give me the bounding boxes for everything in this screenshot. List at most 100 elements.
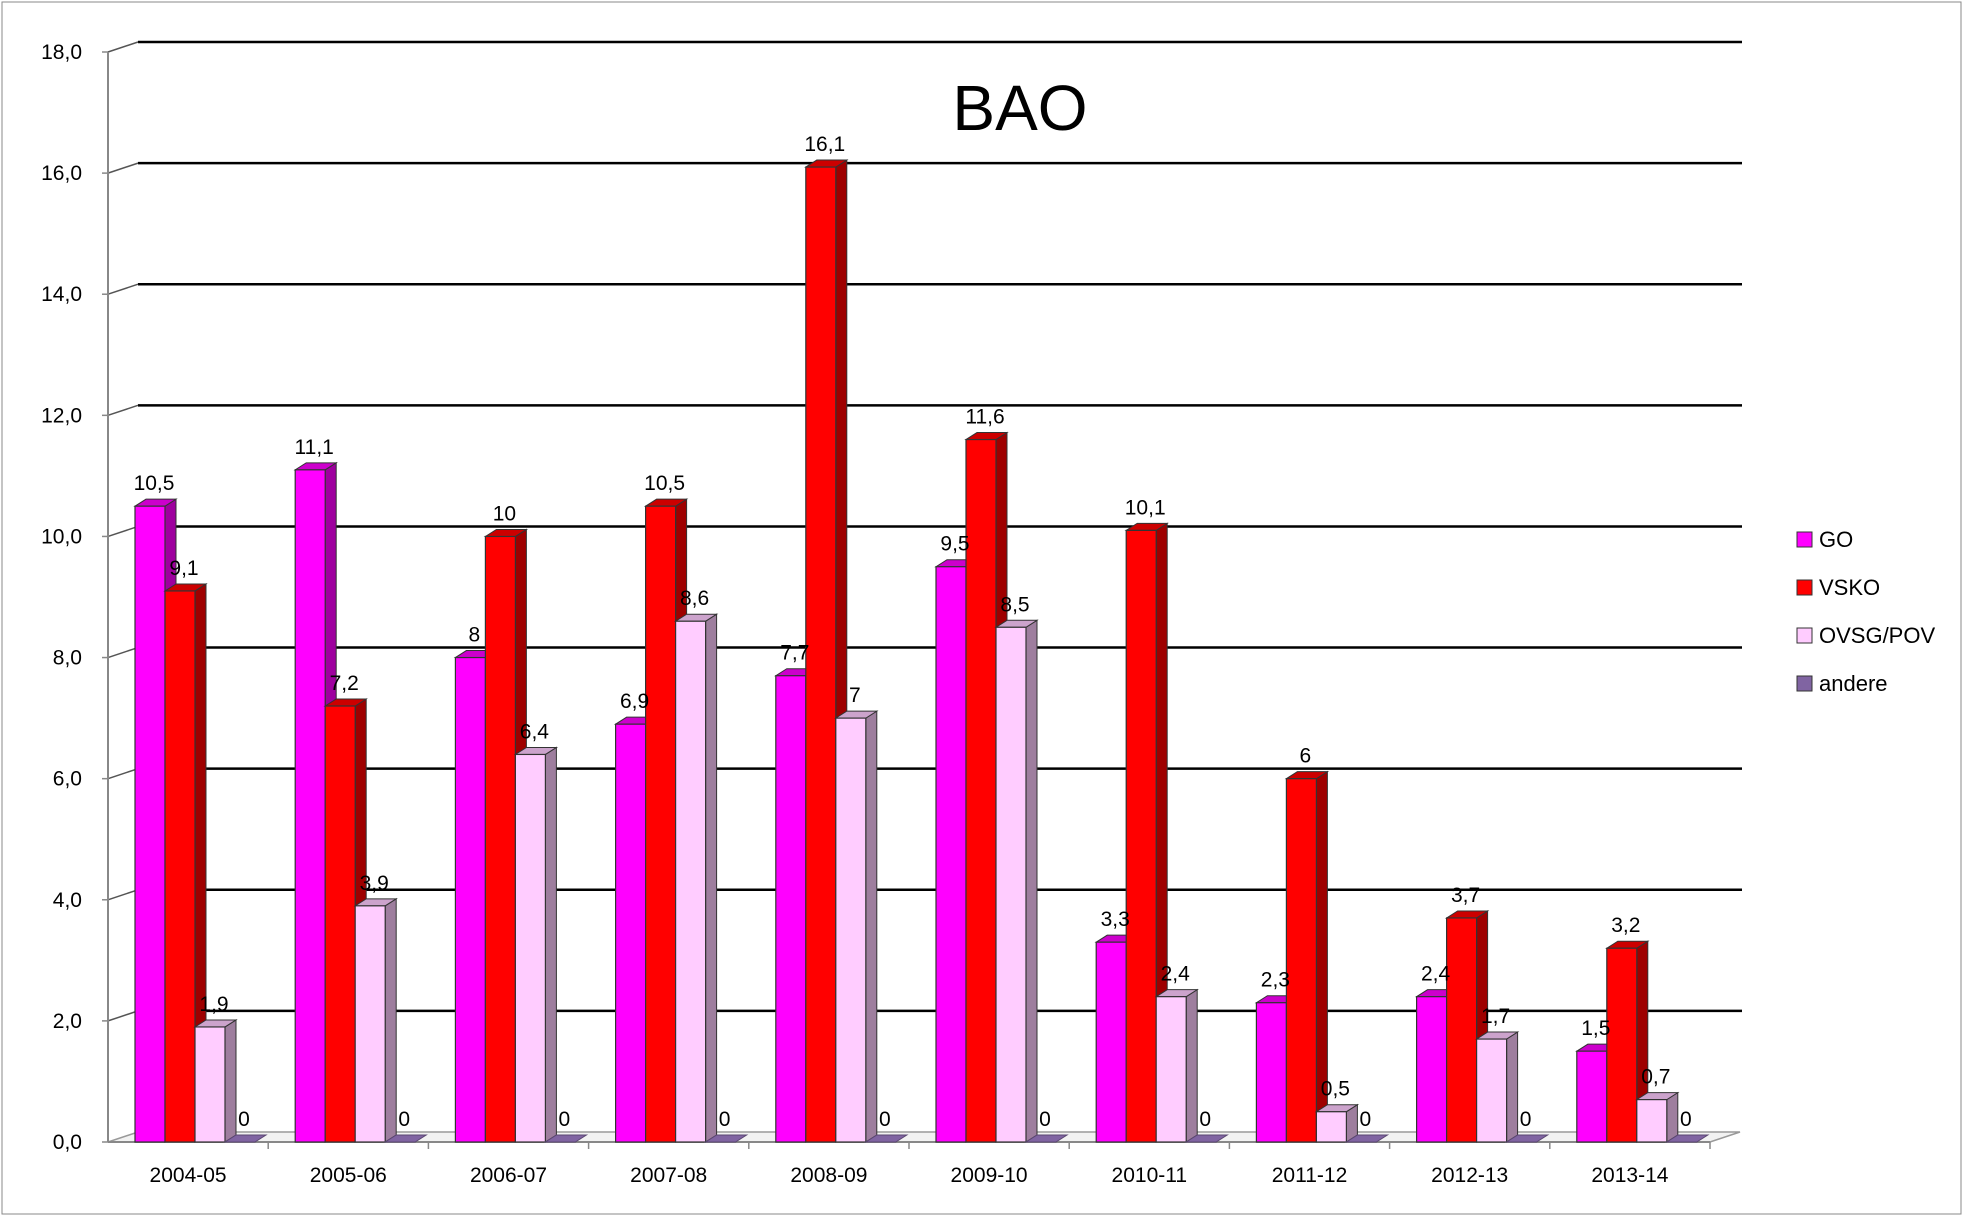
data-label: 0 [719,1108,731,1131]
data-label: 2,4 [1421,963,1451,986]
legend-label: andere [1819,671,1888,696]
x-tick-label: 2010-11 [1112,1164,1188,1187]
bar [775,675,807,1143]
y-tick-label: 14,0 [41,283,82,306]
x-tick-label: 2008-09 [790,1164,867,1187]
bar [1415,996,1448,1143]
data-label: 0 [1680,1108,1692,1131]
grid-line-depth [107,525,139,538]
bar [995,626,1027,1143]
data-label: 6,9 [620,690,649,713]
data-label: 2,4 [1161,963,1191,986]
data-label: 3,2 [1611,914,1640,937]
bar [1125,529,1157,1143]
bar [164,590,196,1143]
bar-side [224,1019,237,1143]
y-tick-label: 12,0 [41,404,82,427]
data-label: 3,7 [1451,884,1480,907]
bar [1445,917,1478,1143]
x-tick-label: 2011-12 [1272,1164,1348,1187]
data-label: 0 [1360,1108,1372,1131]
grid-line-depth [107,889,139,901]
legend-swatch [1796,579,1813,596]
grid-line-depth [107,404,139,417]
bar [354,905,386,1143]
legend-label: GO [1819,527,1853,552]
bar [805,166,837,1143]
x-tick-label: 2012-13 [1431,1164,1508,1187]
bar [1095,941,1127,1143]
x-tick-label: 2009-10 [951,1164,1028,1187]
chart-title: BAO [952,72,1087,144]
data-label: 11,1 [295,436,334,459]
bar-side [1506,1031,1519,1143]
bar-zero [1024,1134,1069,1143]
y-tick-label: 6,0 [53,768,82,791]
bar-side [705,613,718,1143]
bar-zero [543,1134,589,1143]
data-label: 0 [1039,1108,1051,1131]
y-tick-label: 2,0 [53,1010,82,1033]
grid-line-depth [107,41,139,53]
bar-side [1025,619,1038,1143]
data-label: 16,1 [804,133,845,156]
bar [1475,1038,1508,1143]
x-tick-label: 2007-08 [630,1164,707,1187]
bar [1636,1099,1668,1143]
bar [1255,1002,1288,1143]
bar [324,705,356,1143]
bar-zero [1184,1134,1229,1143]
bar [965,438,997,1143]
bar [134,505,166,1143]
data-label: 0 [1199,1108,1211,1131]
legend-label: OVSG/POV [1819,623,1935,648]
y-tick-label: 4,0 [53,889,82,912]
legend-swatch [1796,531,1813,548]
data-label: 0 [238,1108,250,1131]
data-label: 8,5 [1000,593,1029,616]
grid-line-depth [107,283,139,295]
bar-side [1666,1091,1679,1143]
bar [614,723,647,1143]
data-label: 10,1 [1125,496,1166,519]
data-label: 2,3 [1261,969,1290,992]
bar [935,566,967,1143]
legend: GO VSKO OVSG/POV andere [1796,527,1935,696]
legend-swatch [1796,675,1813,692]
legend-label: VSKO [1819,575,1880,600]
bar-zero [1665,1134,1710,1143]
bar [484,535,516,1143]
y-tick-labels: 0,0 2,0 4,0 6,0 8,0 10,0 12,0 14,0 16,0 18,0 [41,41,82,1154]
y-tick-label: 10,0 [41,525,82,548]
grid-line-depth [107,646,139,659]
data-label: 9,1 [169,557,198,580]
data-labels: 10,5 9,1 1,9 0 11,1 7,2 3,9 0 8 10 6,4 0 6,9 10,5 8,6 0… [134,133,1692,1131]
grid-line-depth [107,1010,139,1022]
legend-swatch [1796,627,1813,644]
bar [454,656,486,1143]
data-label: 10,5 [134,472,175,495]
data-label: 3,3 [1101,908,1130,931]
data-label: 0 [1520,1108,1532,1131]
bar [1285,778,1318,1143]
data-label: 1,9 [199,993,228,1016]
data-label: 11,6 [965,406,1004,429]
grid-line-depth [107,767,139,780]
bar-side [544,746,557,1143]
bar-side [1185,988,1198,1143]
data-label: 6,4 [520,720,550,743]
data-label: 6 [1300,745,1312,768]
data-label: 1,7 [1481,1005,1510,1028]
data-label: 0 [398,1108,410,1131]
data-label: 0 [879,1108,891,1131]
bar-zero [383,1134,428,1143]
bar-zero [223,1134,268,1143]
data-label: 7 [849,684,861,707]
y-tick-label: 8,0 [53,647,82,670]
x-tick-label: 2006-07 [470,1164,547,1187]
data-label: 8,6 [680,587,709,610]
x-tick-label: 2013-14 [1591,1164,1668,1187]
bar-zero [864,1134,909,1143]
bar [674,620,707,1143]
